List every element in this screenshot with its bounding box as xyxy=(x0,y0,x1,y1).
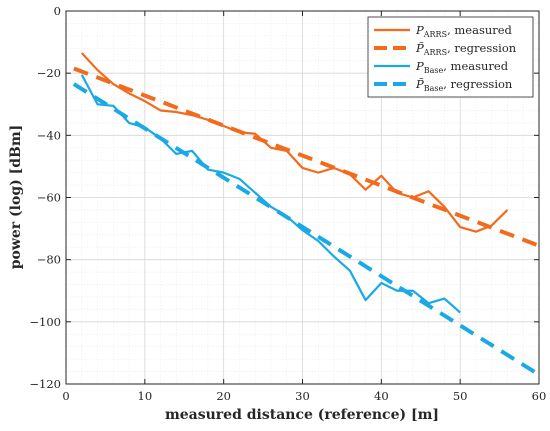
y-tick-label: −100 xyxy=(29,315,61,329)
series-layer xyxy=(72,52,539,377)
x-tick-label: 60 xyxy=(532,389,547,403)
y-tick-labels: 0 −20 −40 −60 −80 −100 −120 xyxy=(29,4,61,391)
x-tick-label: 10 xyxy=(138,389,153,403)
legend-label-base-measured: PBase, measured xyxy=(415,59,509,75)
x-tick-label: 0 xyxy=(62,389,69,403)
legend-label-base-regression: P̃Base, regression xyxy=(415,77,513,93)
series-line-arrs-measured xyxy=(80,52,509,233)
y-tick-label: −80 xyxy=(37,253,61,267)
x-tick-label: 30 xyxy=(295,389,310,403)
x-tick-label: 50 xyxy=(453,389,468,403)
x-tick-labels: 0 10 20 30 40 50 60 xyxy=(62,389,546,403)
legend: PARRS, measured P̃ARRS, regression PBase, … xyxy=(367,16,534,98)
series-line-arrs-regression xyxy=(73,66,539,248)
legend-label-arrs-measured: PARRS, measured xyxy=(415,23,513,39)
y-tick-label: −120 xyxy=(29,377,61,391)
y-axis-label: power (log) [dBm] xyxy=(8,125,24,270)
legend-label-arrs-regression: P̃ARRS, regression xyxy=(415,41,517,57)
y-tick-label: −60 xyxy=(37,191,61,205)
y-tick-label: 0 xyxy=(54,4,61,18)
x-tick-label: 40 xyxy=(374,389,389,403)
x-axis-label: measured distance (reference) [m] xyxy=(165,407,439,423)
y-tick-label: −40 xyxy=(37,128,61,142)
x-tick-label: 20 xyxy=(216,389,231,403)
axis-ticks xyxy=(65,10,540,385)
series-line-base-regression xyxy=(72,82,539,377)
y-tick-label: −20 xyxy=(37,66,61,80)
